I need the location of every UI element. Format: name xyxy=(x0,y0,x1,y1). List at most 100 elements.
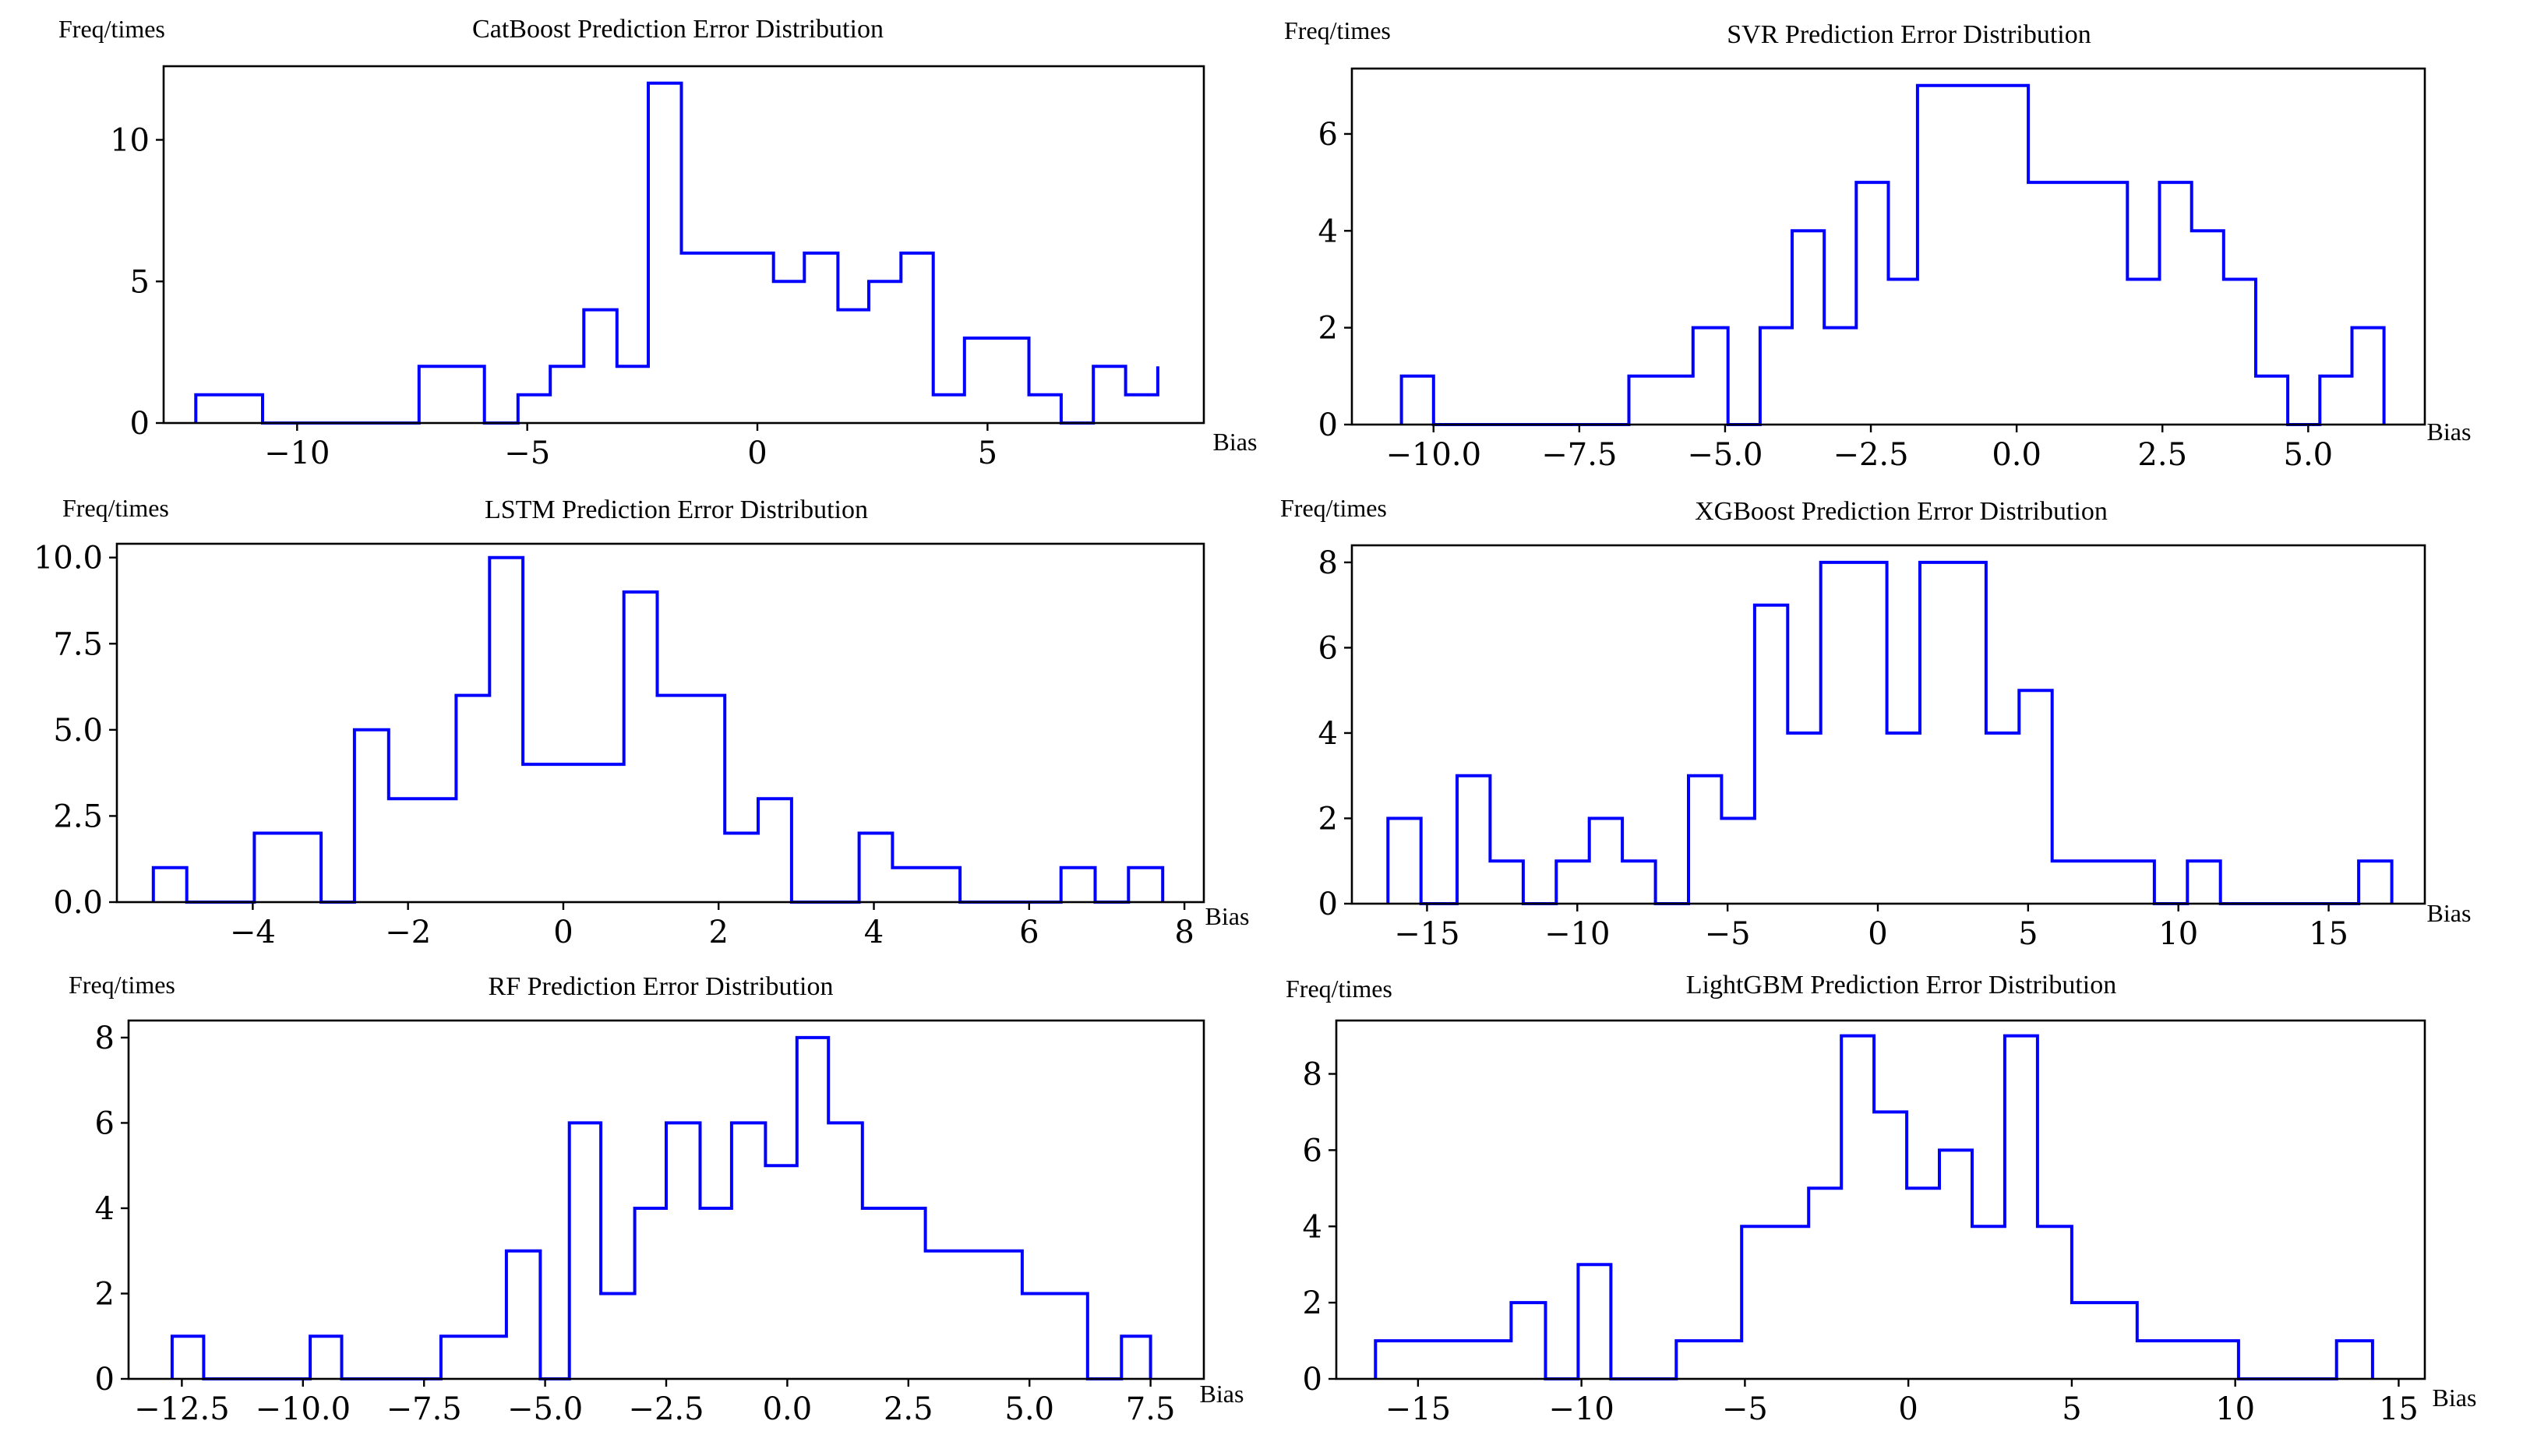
x-tick-label: 0.0 xyxy=(763,1391,813,1427)
y-tick-label: 2 xyxy=(95,1276,115,1312)
chart-title: RF Prediction Error Distribution xyxy=(489,972,834,1001)
x-tick-label: −2.5 xyxy=(1833,437,1908,473)
x-axis-label: Bias xyxy=(1200,1380,1244,1408)
x-axis-label: Bias xyxy=(1213,428,1258,456)
y-tick-label: 4 xyxy=(1318,213,1338,249)
x-tick-label: 0.0 xyxy=(1992,437,2041,473)
x-tick-label: −10 xyxy=(1548,1391,1614,1427)
histogram-panel: XGBoost Prediction Error Distribution Fre… xyxy=(1280,494,2471,952)
y-axis-label: Freq/times xyxy=(69,971,175,999)
y-tick-label: 8 xyxy=(95,1021,115,1056)
x-tick-label: −10 xyxy=(264,435,330,471)
x-axis-label: Bias xyxy=(2433,1384,2477,1412)
x-tick-label: −10.0 xyxy=(1385,437,1481,473)
y-axis-label: Freq/times xyxy=(1286,975,1392,1003)
y-tick-label: 10.0 xyxy=(34,541,103,576)
x-tick-label: −5 xyxy=(504,435,550,471)
y-axis-label: Freq/times xyxy=(1284,16,1391,44)
x-tick-label: 10 xyxy=(2158,916,2198,952)
x-tick-label: −5 xyxy=(1705,916,1751,952)
y-tick-label: 2.5 xyxy=(53,799,103,834)
y-tick-label: 10 xyxy=(110,123,150,159)
y-tick-label: 0 xyxy=(1318,407,1338,443)
histogram-panel: RF Prediction Error Distribution Freq/tim… xyxy=(69,971,1244,1427)
x-tick-label: 0 xyxy=(747,435,767,471)
y-tick-label: 7.5 xyxy=(53,626,103,662)
chart-title: XGBoost Prediction Error Distribution xyxy=(1695,497,2108,526)
x-tick-label: −12.5 xyxy=(134,1391,230,1427)
y-tick-label: 4 xyxy=(1318,716,1338,752)
x-tick-label: 2 xyxy=(709,915,729,950)
x-tick-label: 6 xyxy=(1019,915,1039,950)
x-tick-label: −4 xyxy=(230,915,276,950)
x-tick-label: 5 xyxy=(2062,1391,2081,1427)
histogram-panel: LightGBM Prediction Error Distribution Fr… xyxy=(1286,971,2476,1427)
x-tick-label: 15 xyxy=(2379,1391,2419,1427)
x-tick-label: −2 xyxy=(385,915,431,950)
y-tick-label: 0.0 xyxy=(53,885,103,921)
plot-frame xyxy=(1350,544,2426,905)
x-tick-label: 7.5 xyxy=(1126,1391,1176,1427)
y-tick-label: 0 xyxy=(130,406,150,442)
plot-frame xyxy=(1350,67,2426,426)
y-axis-label: Freq/times xyxy=(58,15,165,43)
y-tick-label: 0 xyxy=(1318,887,1338,922)
plot-frame xyxy=(162,65,1205,425)
y-axis-label: Freq/times xyxy=(62,494,169,522)
histogram-step-line xyxy=(1399,83,2386,426)
histogram-panel: CatBoost Prediction Error Distribution Fr… xyxy=(58,15,1257,471)
histogram-step-line xyxy=(151,555,1165,904)
plot-frame xyxy=(1335,1019,2426,1380)
plot-frame xyxy=(115,542,1205,904)
x-tick-label: 5.0 xyxy=(1004,1391,1054,1427)
x-tick-label: −7.5 xyxy=(386,1391,462,1427)
y-tick-label: 2 xyxy=(1318,801,1338,837)
chart-title: SVR Prediction Error Distribution xyxy=(1727,20,2091,49)
x-axis-label: Bias xyxy=(2427,418,2472,446)
x-tick-label: 4 xyxy=(864,915,884,950)
y-tick-label: 5 xyxy=(130,264,150,300)
x-tick-label: 8 xyxy=(1174,915,1194,950)
histogram-step-line xyxy=(1374,1034,2374,1380)
x-tick-label: −5 xyxy=(1722,1391,1768,1427)
x-tick-label: −5.0 xyxy=(507,1391,583,1427)
histogram-step-line xyxy=(170,1035,1152,1380)
histogram-panel: SVR Prediction Error Distribution Freq/ti… xyxy=(1284,16,2471,473)
chart-title: LSTM Prediction Error Distribution xyxy=(485,495,868,524)
x-tick-label: −10 xyxy=(1544,916,1610,952)
x-tick-label: −15 xyxy=(1385,1391,1451,1427)
x-tick-label: 15 xyxy=(2309,916,2348,952)
histogram-panel: LSTM Prediction Error Distribution Freq/t… xyxy=(34,494,1250,950)
histogram-step-line xyxy=(194,81,1159,425)
x-tick-label: −10.0 xyxy=(255,1391,351,1427)
y-tick-label: 0 xyxy=(95,1362,115,1398)
x-tick-label: 5 xyxy=(978,435,997,471)
y-tick-label: 2 xyxy=(1318,311,1338,347)
x-tick-label: −2.5 xyxy=(628,1391,704,1427)
x-tick-label: 0 xyxy=(1868,916,1887,952)
x-tick-label: 2.5 xyxy=(884,1391,933,1427)
y-tick-label: 6 xyxy=(95,1105,115,1141)
histogram-step-line xyxy=(1386,560,2394,905)
chart-title: CatBoost Prediction Error Distribution xyxy=(472,15,884,44)
x-tick-label: 2.5 xyxy=(2137,437,2187,473)
x-axis-label: Bias xyxy=(2427,899,2472,927)
y-tick-label: 5.0 xyxy=(53,713,103,749)
x-tick-label: −15 xyxy=(1394,916,1459,952)
x-tick-label: −5.0 xyxy=(1687,437,1763,473)
y-tick-label: 4 xyxy=(95,1191,115,1227)
x-tick-label: 5.0 xyxy=(2284,437,2334,473)
y-tick-label: 6 xyxy=(1318,630,1338,666)
x-tick-label: 0 xyxy=(553,915,573,950)
y-tick-label: 2 xyxy=(1303,1285,1322,1321)
y-tick-label: 0 xyxy=(1303,1362,1322,1398)
y-tick-label: 6 xyxy=(1303,1133,1322,1169)
y-axis-label: Freq/times xyxy=(1280,494,1387,522)
y-tick-label: 4 xyxy=(1303,1209,1322,1245)
y-tick-label: 8 xyxy=(1318,545,1338,581)
x-tick-label: 10 xyxy=(2215,1391,2255,1427)
x-tick-label: −7.5 xyxy=(1541,437,1617,473)
y-tick-label: 6 xyxy=(1318,117,1338,153)
x-tick-label: 5 xyxy=(2018,916,2038,952)
